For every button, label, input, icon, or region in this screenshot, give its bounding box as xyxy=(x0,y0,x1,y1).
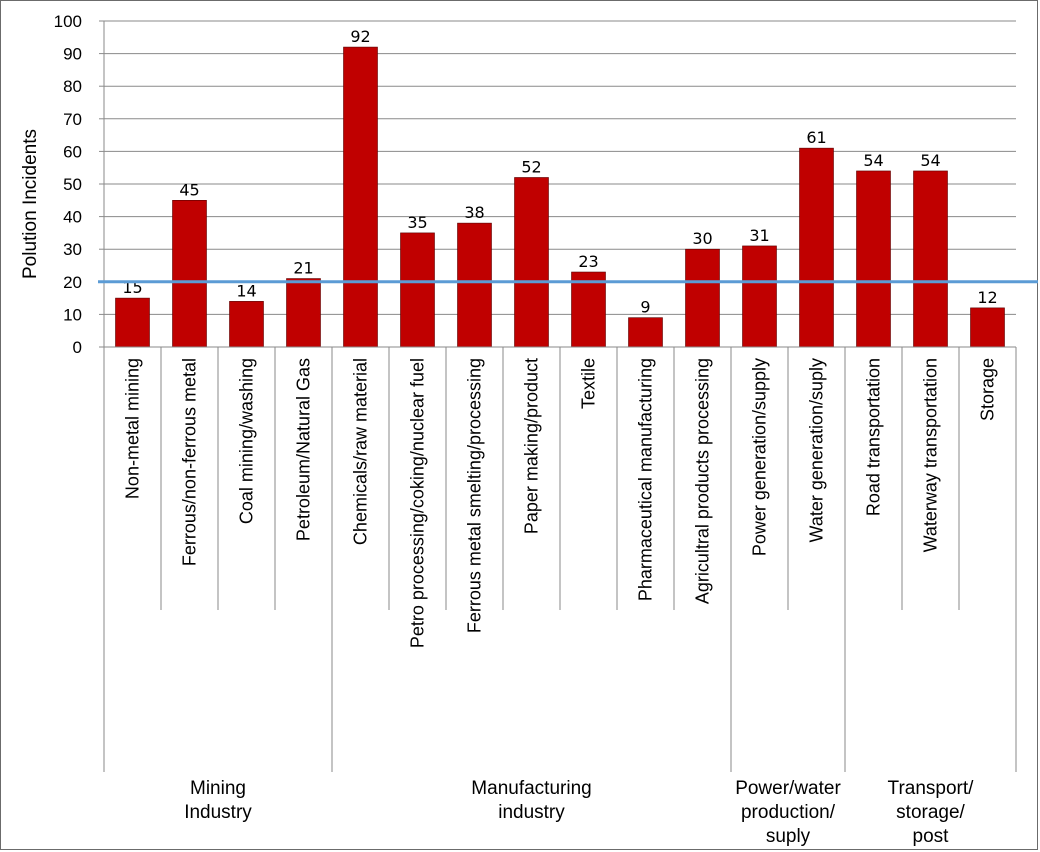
category-label: Power generation/supply xyxy=(750,358,770,556)
group-labels: Mining Industry Manufacturing industry Power… xyxy=(184,778,974,847)
bar xyxy=(172,200,207,348)
y-tick-label: 30 xyxy=(63,240,82,259)
group-label: post xyxy=(913,826,950,847)
group-label: Transport/ xyxy=(888,778,975,799)
group-label: Power/water xyxy=(735,778,841,799)
y-tick-label: 0 xyxy=(73,338,82,357)
y-tick-labels: 0 10 20 30 40 50 60 70 80 90 100 xyxy=(54,12,82,357)
group-label: Manufacturing xyxy=(471,778,591,799)
data-label: 52 xyxy=(521,157,541,176)
category-label: Ferrous/non-ferrous metal xyxy=(180,358,200,566)
y-tick-label: 50 xyxy=(63,175,82,194)
category-label: Petro processing/coking/nuclear fuel xyxy=(408,358,428,648)
category-labels: Non-metal mining Ferrous/non-ferrous meta… xyxy=(123,358,998,648)
y-tick-label: 100 xyxy=(54,12,82,31)
group-label: suply xyxy=(766,826,811,847)
data-label: 14 xyxy=(236,281,256,300)
data-label: 31 xyxy=(749,226,769,245)
category-label: Petroleum/Natural Gas xyxy=(294,358,314,541)
bar xyxy=(742,245,777,348)
data-label: 12 xyxy=(977,288,997,307)
bar xyxy=(856,170,891,348)
data-label: 61 xyxy=(806,128,826,147)
category-label: Pharmaceutical manufacturing xyxy=(636,358,656,601)
data-label: 9 xyxy=(640,298,650,317)
data-label: 23 xyxy=(578,252,598,271)
y-tick-label: 80 xyxy=(63,77,82,96)
data-label: 38 xyxy=(464,203,484,222)
data-label: 92 xyxy=(350,27,370,46)
bar xyxy=(685,248,720,348)
bar xyxy=(799,147,834,348)
group-label: Industry xyxy=(184,802,252,823)
bar xyxy=(229,301,264,348)
y-axis-label: Polution Incidents xyxy=(20,129,41,279)
bar xyxy=(115,297,150,348)
bar xyxy=(343,46,378,348)
bar xyxy=(457,222,492,348)
bar xyxy=(514,177,549,348)
category-label: Waterway transportation xyxy=(921,358,941,552)
category-label: Paper making/product xyxy=(522,358,542,534)
category-label: Chemicals/raw material xyxy=(351,358,371,545)
category-label: Storage xyxy=(978,358,998,421)
data-label: 21 xyxy=(293,259,313,278)
category-label: Non-metal mining xyxy=(123,358,143,499)
bar xyxy=(628,317,663,348)
category-label: Agricultral products processing xyxy=(693,358,713,604)
y-tick-label: 40 xyxy=(63,208,82,227)
data-label: 54 xyxy=(863,151,883,170)
bars xyxy=(115,46,1005,348)
category-label: Road transportation xyxy=(864,358,884,516)
category-label: Ferrous metal smelting/processing xyxy=(465,358,485,633)
bar xyxy=(286,278,321,348)
bar xyxy=(400,232,435,348)
data-label: 30 xyxy=(692,229,712,248)
group-label: storage/ xyxy=(896,802,965,823)
group-label: industry xyxy=(498,802,565,823)
category-label: Coal mining/washing xyxy=(237,358,257,524)
data-label: 45 xyxy=(179,180,199,199)
data-label: 54 xyxy=(920,151,940,170)
bar xyxy=(913,170,948,348)
category-label: Water generation/suply xyxy=(807,358,827,542)
group-label: production/ xyxy=(741,802,836,823)
y-tick-label: 60 xyxy=(63,142,82,161)
axes xyxy=(103,21,1017,772)
y-tick-label: 10 xyxy=(63,305,82,324)
y-tick-label: 70 xyxy=(63,110,82,129)
bar xyxy=(970,307,1005,348)
bar xyxy=(571,271,606,348)
group-label: Mining xyxy=(190,778,246,799)
y-tick-label: 90 xyxy=(63,45,82,64)
data-label: 35 xyxy=(407,213,427,232)
y-tick-label: 20 xyxy=(63,273,82,292)
category-label: Textile xyxy=(579,358,599,409)
